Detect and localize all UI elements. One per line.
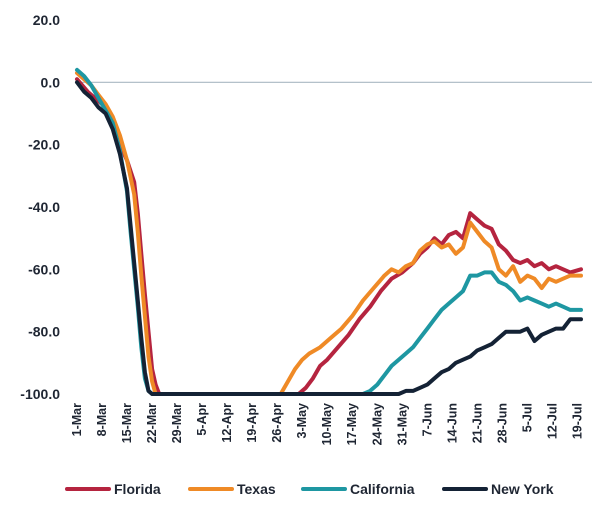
x-tick-label: 1-Mar [70, 403, 84, 436]
x-tick-label: 19-Apr [245, 403, 259, 443]
legend: Florida Texas California New York [65, 481, 554, 497]
x-tick-label: 31-May [395, 403, 409, 445]
x-tick-label: 14-Jun [445, 403, 459, 443]
legend-label: Florida [114, 481, 161, 497]
x-tick-label: 5-Jul [520, 403, 534, 432]
legend-label: Texas [237, 481, 276, 497]
x-tick-label: 21-Jun [470, 403, 484, 443]
series-line-texas [75, 71, 583, 396]
x-tick-label: 10-May [320, 403, 334, 445]
y-axis: 20.0 0.0 -20.0 -40.0 -60.0 -80.0 -100.0 [20, 12, 60, 402]
x-tick-label: 26-Apr [270, 403, 284, 443]
y-tick-label: -40.0 [28, 199, 60, 215]
y-tick-label: 20.0 [33, 12, 60, 28]
y-tick-label: -60.0 [28, 261, 60, 277]
x-tick-label: 5-Apr [195, 403, 209, 436]
legend-item-texas: Texas [188, 481, 276, 497]
x-tick-label: 19-Jul [570, 403, 584, 439]
x-tick-label: 28-Jun [495, 403, 509, 443]
x-tick-label: 17-May [345, 403, 359, 445]
x-axis: 1-Mar 8-Mar 15-Mar 22-Mar 29-Mar 5-Apr 12-Apr 1… [70, 403, 584, 446]
series-line-california [75, 67, 583, 396]
x-tick-label: 3-May [295, 403, 309, 438]
x-tick-label: 7-Jun [420, 403, 434, 436]
series-line-new-york [75, 80, 583, 396]
y-tick-label: 0.0 [41, 74, 61, 90]
x-tick-label: 22-Mar [145, 403, 159, 443]
legend-label: California [350, 481, 415, 497]
legend-item-california: California [301, 481, 415, 497]
x-tick-label: 29-Mar [170, 403, 184, 443]
y-tick-label: -100.0 [20, 386, 60, 402]
x-tick-label: 24-May [370, 403, 384, 445]
series-line-florida [75, 77, 583, 396]
x-tick-label: 8-Mar [95, 403, 109, 436]
x-tick-label: 12-Jul [545, 403, 559, 439]
legend-item-new-york: New York [442, 481, 554, 497]
legend-label: New York [491, 481, 554, 497]
y-tick-label: -80.0 [28, 324, 60, 340]
y-tick-label: -20.0 [28, 137, 60, 153]
series-layer [75, 67, 583, 396]
legend-item-florida: Florida [65, 481, 161, 497]
x-tick-label: 15-Mar [120, 403, 134, 443]
x-tick-label: 12-Apr [220, 403, 234, 443]
